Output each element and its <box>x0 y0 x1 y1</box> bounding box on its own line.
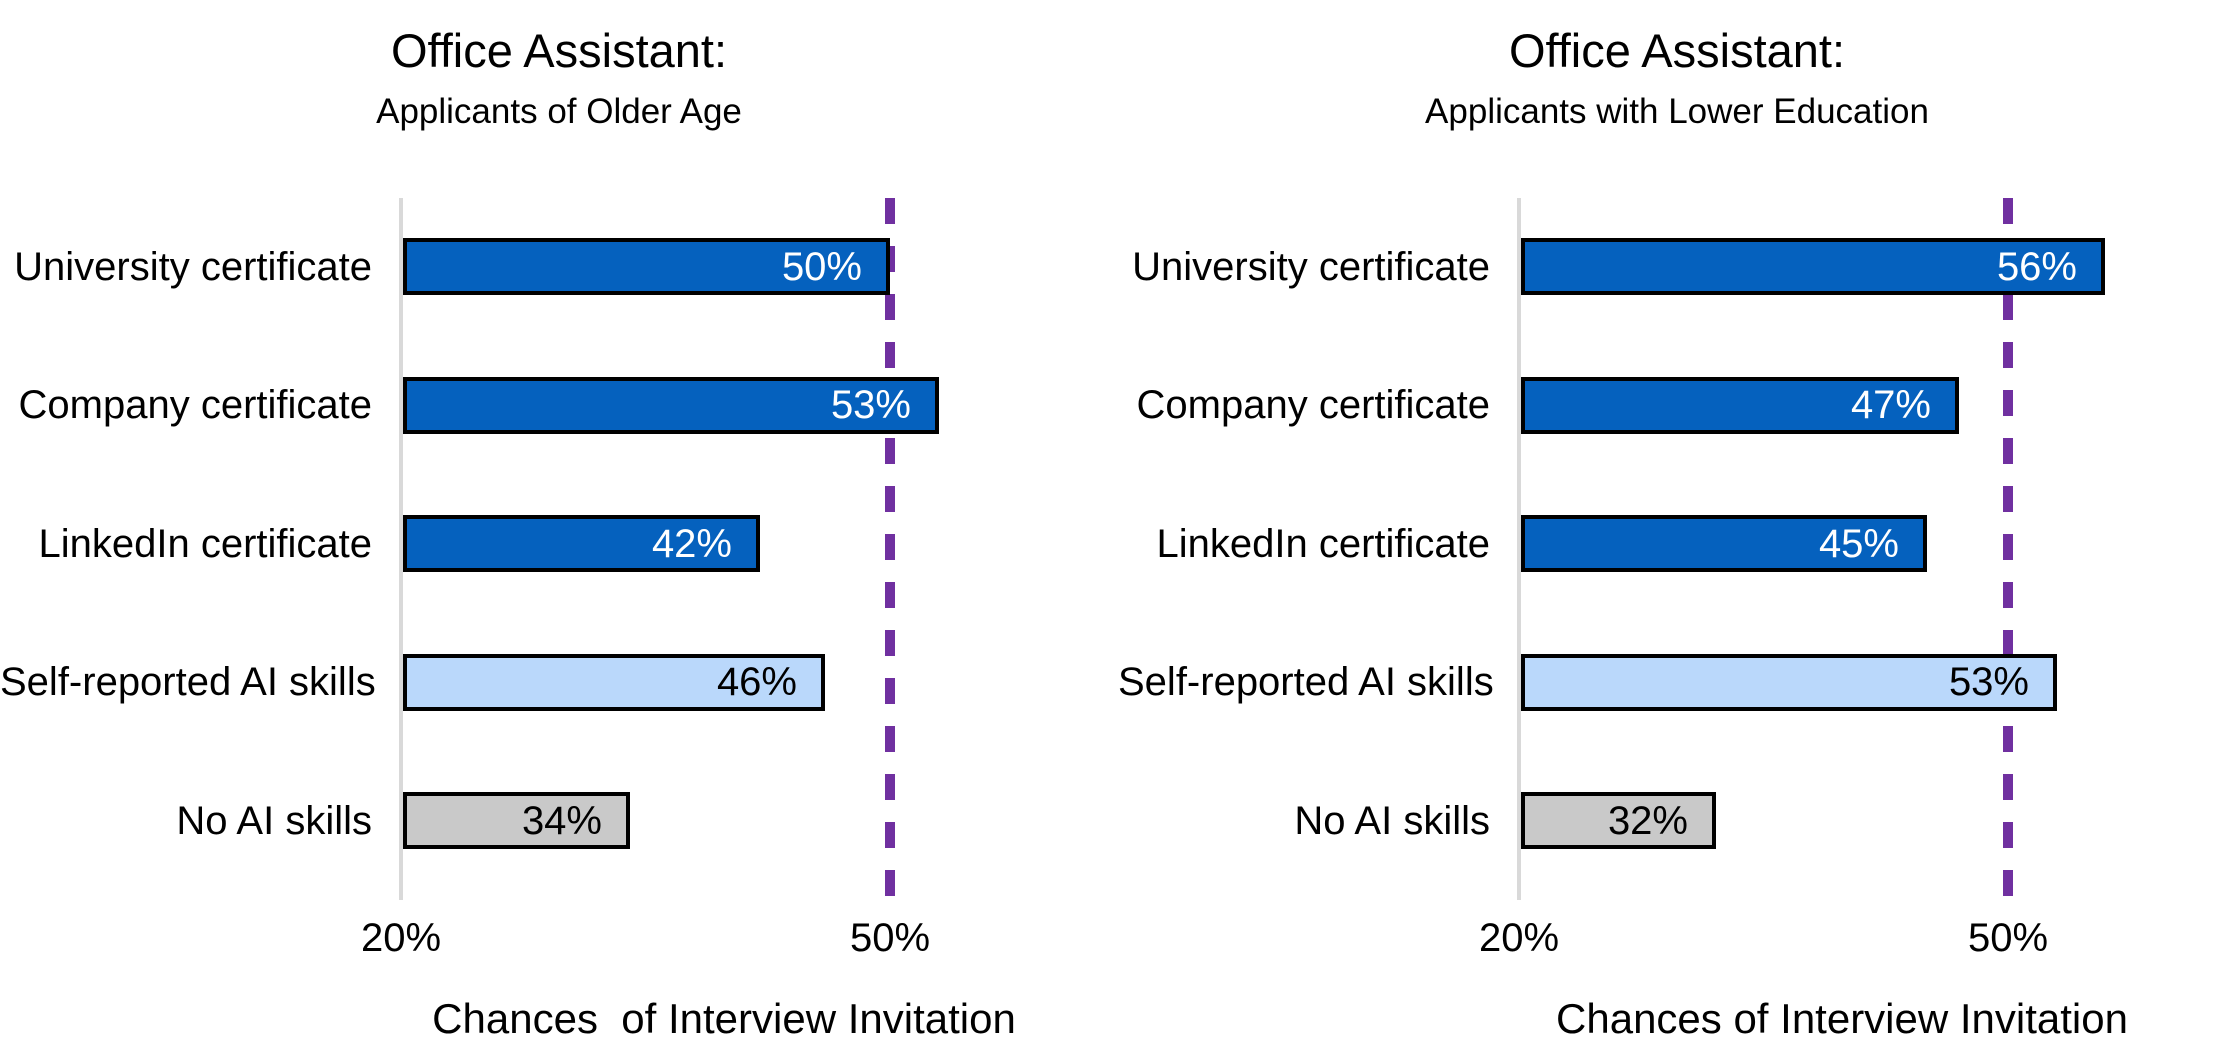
value-label: 47% <box>1850 383 1931 427</box>
reference-line-50pct <box>885 198 895 900</box>
x-axis-label: Chances of Interview Invitation <box>1556 995 2128 1042</box>
chart-subtitle: Applicants of Older Age <box>376 92 742 131</box>
category-label: Self-reported AI skills <box>1118 660 1494 704</box>
category-label: No AI skills <box>1294 798 1490 843</box>
reference-line-50pct <box>2003 198 2013 900</box>
category-label: Self-reported AI skills <box>0 660 376 704</box>
bar: 50% <box>403 238 890 295</box>
value-label: 32% <box>1607 798 1688 843</box>
value-label: 53% <box>830 383 911 427</box>
category-label: Company certificate <box>18 383 372 427</box>
x-tick-label-50: 50% <box>1967 916 2049 960</box>
value-label: 53% <box>1948 660 2029 704</box>
category-label: University certificate <box>14 244 372 289</box>
bar: 56% <box>1521 238 2105 295</box>
category-label: No AI skills <box>176 798 372 843</box>
chart-title: Office Assistant: <box>1508 24 1846 77</box>
chart-older-age: Office Assistant: Applicants of Older Ag… <box>0 24 1016 1042</box>
chart-lower-education: Office Assistant: Applicants with Lower … <box>1118 0 2236 1062</box>
x-tick-label-20: 20% <box>1478 916 1560 960</box>
bar: 42% <box>403 515 760 572</box>
chart-title: Office Assistant: <box>390 24 728 77</box>
bar: 46% <box>403 653 825 711</box>
bar: 32% <box>1521 792 1716 849</box>
x-tick-label-50: 50% <box>849 916 931 960</box>
category-label: University certificate <box>1132 244 1490 289</box>
y-axis-line <box>399 198 403 900</box>
bar: 53% <box>403 376 939 434</box>
category-label: Company certificate <box>1136 383 1490 427</box>
x-tick-label-20: 20% <box>360 916 442 960</box>
category-label: LinkedIn certificate <box>1156 521 1490 566</box>
value-label: 50% <box>781 244 862 289</box>
bar: 34% <box>403 792 630 849</box>
y-axis-line <box>1517 198 1521 900</box>
category-label: LinkedIn certificate <box>38 521 372 566</box>
value-label: 46% <box>716 660 797 704</box>
value-label: 56% <box>1996 244 2077 289</box>
value-label: 42% <box>651 521 732 566</box>
x-axis-label: Chances of Interview Invitation <box>432 995 1016 1042</box>
value-label: 45% <box>1818 521 1899 566</box>
value-label: 34% <box>521 798 602 843</box>
bar: 47% <box>1521 376 1959 434</box>
bar: 45% <box>1521 515 1927 572</box>
bar: 53% <box>1521 653 2057 711</box>
chart-subtitle: Applicants with Lower Education <box>1425 92 1929 131</box>
